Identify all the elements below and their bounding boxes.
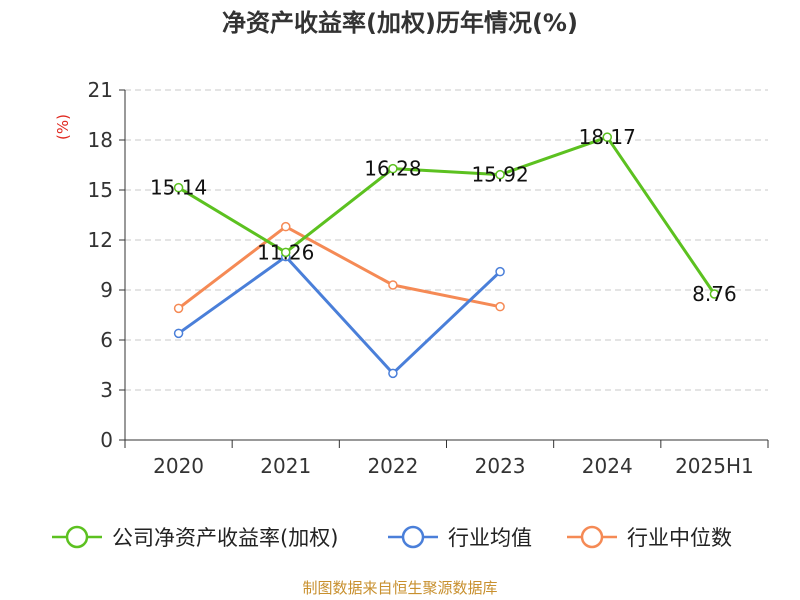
data-point-s2-2022 xyxy=(388,280,398,290)
y-tick-label-0: 0 xyxy=(100,428,113,452)
legend-label-1: 行业均值 xyxy=(448,526,532,550)
series xyxy=(173,132,720,379)
data-point-s0-2025H1 xyxy=(709,289,720,299)
data-label-2020: 15.14 xyxy=(150,176,207,200)
source-note: 制图数据来自恒生聚源数据库 xyxy=(302,579,497,597)
grid xyxy=(125,89,768,391)
data-point-s0-2024 xyxy=(602,132,612,142)
y-tick-label-6: 6 xyxy=(100,328,113,352)
x-tick-label-2022: 2022 xyxy=(367,454,418,478)
legend-label-0: 公司净资产收益率(加权) xyxy=(112,526,338,550)
chart-title: 净资产收益率(加权)历年情况(%) xyxy=(222,9,578,37)
legend-marker-0 xyxy=(65,525,89,549)
legend-marker-2 xyxy=(580,525,604,549)
y-tick-label-15: 15 xyxy=(88,178,113,202)
x-tick-label-2020: 2020 xyxy=(153,454,204,478)
data-point-s0-2022 xyxy=(388,163,398,174)
data-point-s2-2023 xyxy=(495,301,505,312)
data-point-s0-2021 xyxy=(281,247,291,258)
data-label-2021: 11.26 xyxy=(257,240,314,264)
x-tick-label-2024: 2024 xyxy=(582,454,633,478)
x-tick-label-2021: 2021 xyxy=(260,454,311,478)
legend: 公司净资产收益率(加权) 行业均值 行业中位数 xyxy=(52,525,732,550)
data-label-2025H1: 8.76 xyxy=(692,282,737,306)
legend-marker-1 xyxy=(401,525,425,549)
y-tick-label-3: 3 xyxy=(100,378,113,402)
series-line-0 xyxy=(177,135,716,295)
data-point-s1-2022 xyxy=(388,368,398,379)
y-tick-label-18: 18 xyxy=(88,128,113,152)
data-point-s1-2023 xyxy=(495,266,505,277)
y-tick-label-21: 21 xyxy=(88,78,113,102)
data-point-s0-2023 xyxy=(495,169,505,180)
y-axis-label: (%) xyxy=(54,114,72,140)
axes: 0 3 6 9 12 15 18 21 2020 2021 2022 2023 2024 2025H1 xyxy=(88,78,769,478)
x-tick-label-2023: 2023 xyxy=(475,454,526,478)
data-label-2024: 18.17 xyxy=(579,125,636,149)
y-tick-label-9: 9 xyxy=(100,278,113,302)
series-line-2 xyxy=(177,225,501,310)
y-tick-label-12: 12 xyxy=(88,228,113,252)
data-label-2023: 15.92 xyxy=(471,163,528,187)
series-line-1 xyxy=(177,255,502,375)
legend-label-2: 行业中位数 xyxy=(627,526,732,550)
data-point-s2-2020 xyxy=(173,303,184,314)
data-point-s0-2020 xyxy=(173,182,184,193)
data-point-s2-2021 xyxy=(281,221,291,232)
data-labels: 15.14 11.26 16.28 15.92 18.17 8.76 xyxy=(150,125,737,306)
x-tick-label-2025H1: 2025H1 xyxy=(675,454,754,478)
data-point-s1-2020 xyxy=(173,328,184,339)
data-label-2022: 16.28 xyxy=(364,157,421,181)
